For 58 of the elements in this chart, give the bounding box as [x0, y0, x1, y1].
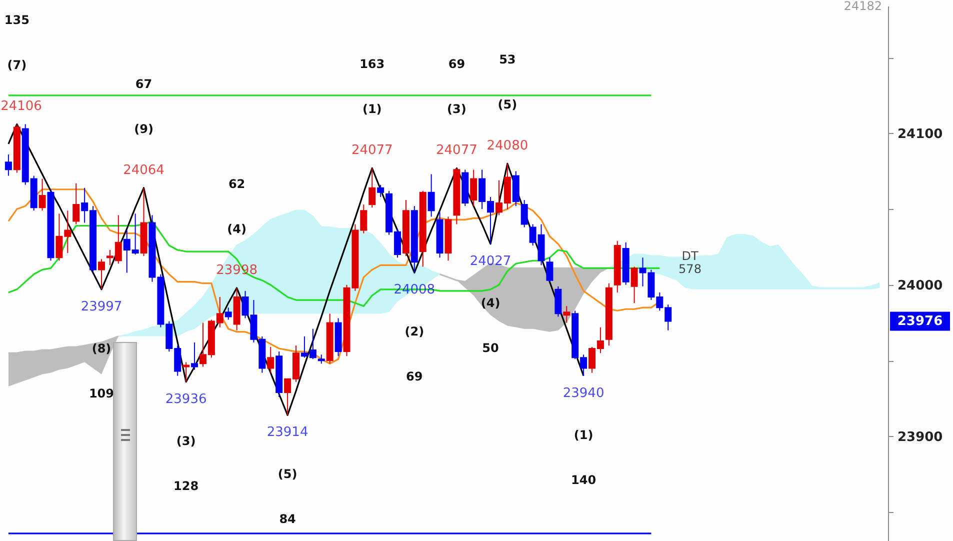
- data-label: 24064: [123, 162, 164, 178]
- annotation: 84: [279, 512, 296, 526]
- annotation: 50: [482, 340, 499, 355]
- data-label: 24080: [486, 138, 528, 154]
- y-tick-label: 24100: [898, 126, 943, 142]
- candlestick: [630, 266, 638, 304]
- candlestick: [428, 174, 435, 218]
- annotation: (8): [92, 341, 112, 356]
- data-label: 24106: [0, 99, 42, 114]
- annotation: 69: [406, 370, 423, 384]
- annotation: (1): [362, 102, 382, 116]
- annotation: (5): [278, 467, 298, 482]
- y-tick-label: 24000: [898, 278, 943, 294]
- candlestick: [520, 199, 528, 228]
- annotation: DT: [682, 249, 699, 263]
- candlestick: [98, 258, 105, 290]
- y-tick-label: 23900: [898, 430, 943, 445]
- annotation: 53: [499, 52, 516, 67]
- candlestick: [318, 354, 325, 364]
- annotation: 109: [88, 386, 114, 400]
- data-label: 24077: [351, 143, 393, 158]
- candlestick: [267, 346, 274, 374]
- data-label: 23940: [562, 386, 604, 401]
- candlestick: [368, 168, 376, 208]
- data-label: 23997: [80, 299, 122, 314]
- annotation: 69: [448, 57, 466, 72]
- candlestick: [546, 257, 554, 282]
- candlestick: [38, 178, 46, 212]
- candlestick: [191, 342, 198, 370]
- annotation: (4): [480, 296, 500, 310]
- data-label: 23914: [266, 425, 308, 440]
- annotation: (1): [574, 428, 594, 442]
- data-label: 24077: [436, 143, 478, 158]
- candlestick: [377, 184, 384, 198]
- annotation: 578: [678, 262, 702, 276]
- candlestick: [4, 154, 12, 176]
- candlestick: [72, 182, 80, 225]
- annotation: 140: [571, 472, 596, 487]
- candlestick: [563, 306, 570, 324]
- candlestick: [182, 362, 190, 382]
- candlestick: [224, 307, 232, 320]
- annotation: 62: [228, 176, 246, 191]
- annotation: (3): [176, 434, 196, 448]
- annotation: (5): [498, 98, 518, 112]
- annotation: (9): [134, 122, 154, 136]
- annotation: 135: [4, 13, 30, 28]
- annotation: (4): [227, 222, 246, 236]
- data-label: 23936: [165, 392, 207, 407]
- data-label: 24027: [470, 254, 512, 269]
- annotation: 128: [174, 478, 199, 493]
- annotation: 163: [360, 57, 385, 72]
- annotation: (3): [447, 102, 466, 116]
- annotation: 67: [135, 76, 152, 91]
- annotation: (7): [7, 58, 27, 72]
- annotation: (2): [404, 324, 424, 339]
- annotation: 24182: [844, 0, 882, 13]
- text: 23976: [897, 314, 943, 330]
- candlestick: [470, 169, 478, 207]
